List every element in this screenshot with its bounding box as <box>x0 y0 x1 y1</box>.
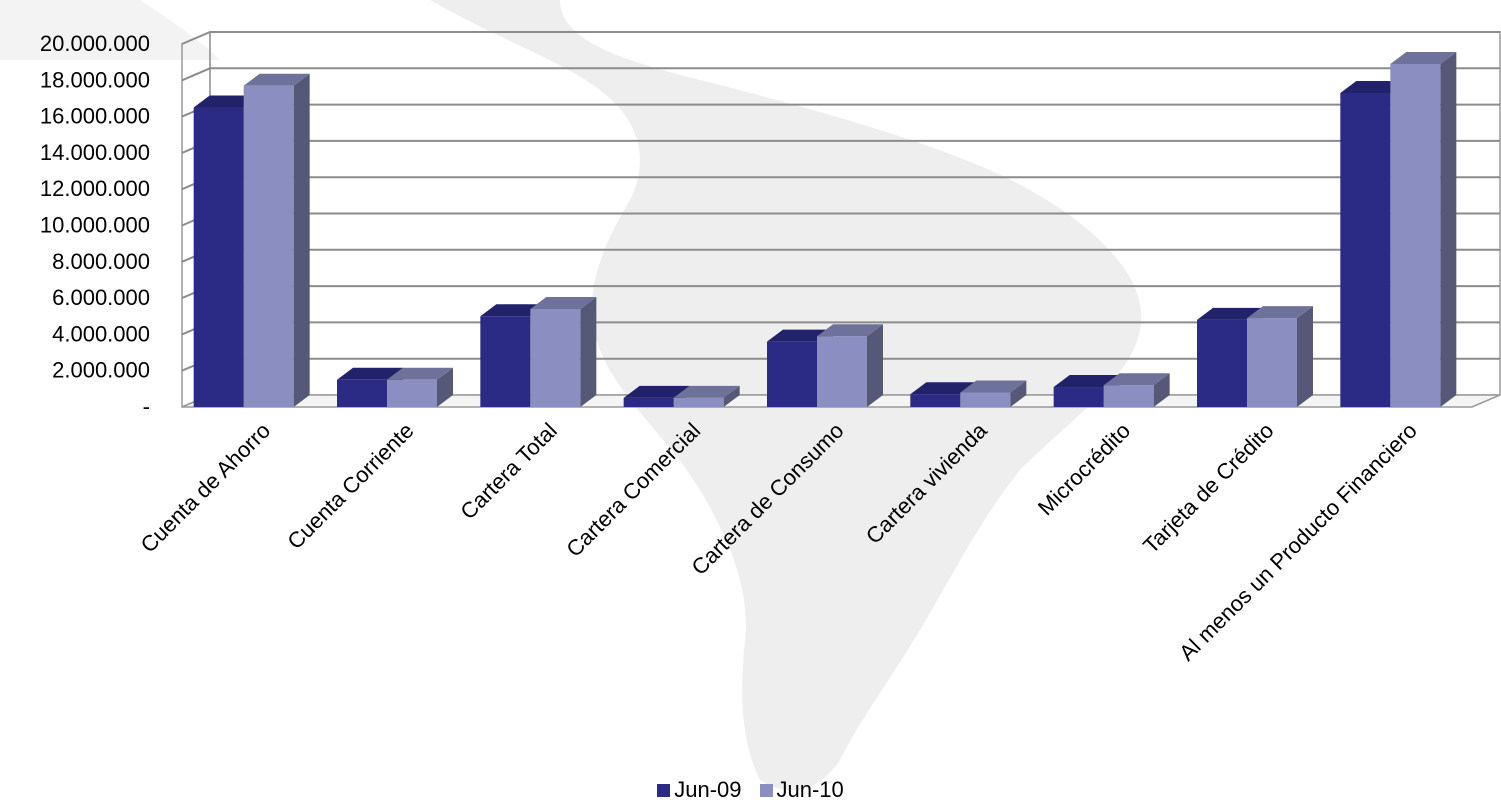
bar-top <box>193 95 260 108</box>
y-tick-label: - <box>143 394 150 419</box>
bar-top <box>817 324 883 337</box>
bar-top <box>1247 306 1313 319</box>
bar-top <box>1053 375 1120 388</box>
x-tick-label: Tarjeta de Crédito <box>1138 418 1278 558</box>
bar <box>1103 385 1154 407</box>
x-tick-label: Al menos un Producto Financiero <box>1174 418 1422 666</box>
bar <box>243 85 294 408</box>
bar-top <box>623 385 690 398</box>
legend-item-series-1: Jun-09 <box>657 777 742 803</box>
y-tick-label: 16.000.000 <box>40 104 150 129</box>
bar-top <box>480 304 547 317</box>
bar-top <box>530 296 597 309</box>
bar-top <box>337 367 403 380</box>
bar <box>1247 318 1297 407</box>
bar <box>1390 63 1441 408</box>
y-tick-label: 6.000.000 <box>52 285 150 310</box>
bar <box>623 397 674 407</box>
y-tick-label: 14.000.000 <box>40 140 150 165</box>
bar-side <box>580 296 597 407</box>
bar-top <box>673 385 740 398</box>
legend-label-series-2: Jun-10 <box>776 777 844 802</box>
legend: Jun-09 Jun-10 <box>0 776 1501 804</box>
gridline <box>181 103 1500 118</box>
bar-side <box>437 367 453 407</box>
x-tick-label: Cuenta de Ahorro <box>136 418 276 558</box>
y-tick-label: 8.000.000 <box>52 249 150 274</box>
bar-side <box>293 73 310 408</box>
bar <box>767 341 817 407</box>
bar <box>1053 387 1104 407</box>
bar-top <box>1197 307 1263 320</box>
y-tick-label: 12.000.000 <box>40 176 150 201</box>
legend-swatch-series-1 <box>657 783 671 797</box>
y-tick-label: 20.000.000 <box>40 31 150 56</box>
legend-swatch-series-2 <box>759 783 773 797</box>
bar-side <box>1153 373 1170 407</box>
x-tick-label: Cuenta Corriente <box>282 418 418 554</box>
bar-top <box>1390 51 1457 64</box>
bar-top <box>1340 81 1407 94</box>
bar-top <box>767 329 833 342</box>
bar-side <box>867 324 883 407</box>
gridline <box>181 67 1500 82</box>
bar <box>337 379 387 407</box>
y-tick-label: 4.000.000 <box>52 321 150 346</box>
bar <box>960 392 1011 407</box>
x-tick-label: Cartera Comercial <box>561 418 705 562</box>
bar-side <box>1440 51 1457 408</box>
bar <box>817 336 867 407</box>
y-tick-label: 2.000.000 <box>52 358 150 383</box>
bar <box>480 316 531 407</box>
y-tick-label: 10.000.000 <box>40 213 150 238</box>
bar <box>910 394 961 407</box>
bar <box>387 379 437 407</box>
bar-top <box>1103 373 1170 386</box>
bar-top <box>910 382 977 395</box>
bar <box>193 107 244 408</box>
bar <box>673 397 724 407</box>
bar-side <box>1010 380 1027 407</box>
y-tick-label: 18.000.000 <box>40 67 150 92</box>
legend-label-series-1: Jun-09 <box>674 777 742 802</box>
bar-side <box>723 385 740 407</box>
bar <box>1197 319 1247 407</box>
bar-side <box>1297 306 1313 407</box>
bar-top <box>243 73 310 86</box>
bar-top <box>387 367 453 380</box>
x-tick-label: Cartera Total <box>455 418 561 524</box>
legend-item-series-2: Jun-10 <box>759 777 844 803</box>
bar <box>530 308 581 407</box>
bar <box>1340 93 1391 407</box>
bar-top <box>960 380 1027 393</box>
gridline <box>181 31 1500 45</box>
